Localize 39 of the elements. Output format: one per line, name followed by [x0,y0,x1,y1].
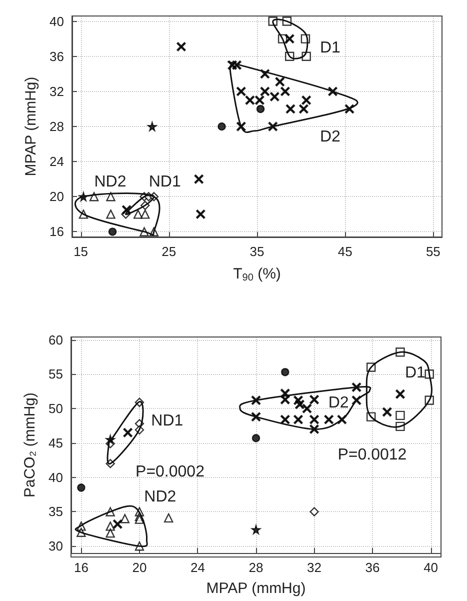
x-tick-label: 36 [365,560,380,575]
y-tick-label: 16 [50,224,64,240]
annotation: ND1 [148,174,181,191]
y-tick-label: 40 [50,14,64,29]
annotation: D1 [320,40,340,56]
x-tick-label: 28 [248,560,264,575]
x-tick-label: 40 [424,560,438,575]
annotation: D2 [320,128,340,146]
y-tick-label: 20 [50,189,64,204]
y-tick-label: 40 [48,470,63,485]
y-tick-label: 24 [50,154,64,170]
annotation: P=0.0002 [136,463,205,480]
y-tick-label: 55 [48,366,63,382]
y-axis-title: PaCO₂ (mmHg) [22,392,39,498]
y-tick-label: 32 [50,84,64,99]
x-tick-label: 15 [74,244,88,259]
x-tick-label: 35 [250,244,264,259]
x-axis-title: MPAP (mmHg) [206,580,306,597]
y-axis-title: MPAP (mmHg) [22,76,40,176]
annotation: D1 [404,364,426,382]
annotation: ND2 [94,174,126,191]
x-tick-label: 24 [190,560,205,575]
y-tick-label: 60 [48,332,63,348]
x-tick-label: 45 [338,244,352,259]
y-tick-label: 50 [48,401,63,416]
annotation: D2 [328,394,349,412]
y-tick-label: 28 [50,119,64,134]
y-tick-label: 36 [50,48,64,64]
annotation: ND2 [144,488,176,506]
x-tick-label: 20 [132,560,147,575]
x-tick-label: 16 [74,560,88,575]
x-tick-label: 25 [162,244,176,259]
y-tick-label: 30 [48,538,63,554]
y-tick-label: 35 [48,504,63,520]
x-tick-label: 32 [307,560,322,575]
annotation: ND1 [151,412,184,430]
annotation: P=0.0012 [338,446,407,464]
x-tick-label: 55 [426,244,440,259]
y-tick-label: 45 [48,435,63,450]
